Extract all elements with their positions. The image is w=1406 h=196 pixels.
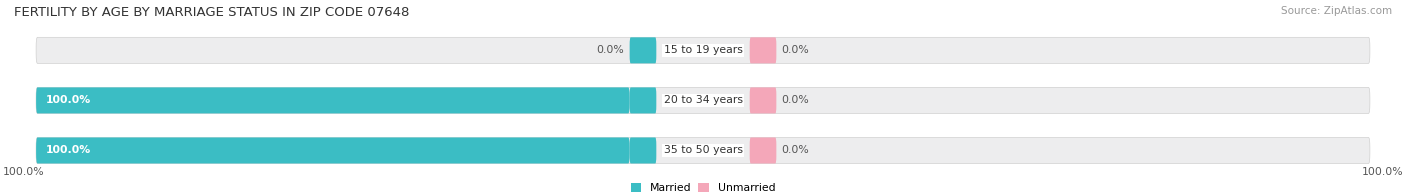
Text: 0.0%: 0.0% xyxy=(596,45,624,55)
Text: 20 to 34 years: 20 to 34 years xyxy=(664,95,742,105)
FancyBboxPatch shape xyxy=(749,87,776,113)
Text: 0.0%: 0.0% xyxy=(782,95,810,105)
Legend: Married, Unmarried: Married, Unmarried xyxy=(627,180,779,196)
FancyBboxPatch shape xyxy=(37,87,1369,113)
FancyBboxPatch shape xyxy=(37,137,630,163)
Text: 100.0%: 100.0% xyxy=(1361,167,1403,177)
Text: 15 to 19 years: 15 to 19 years xyxy=(664,45,742,55)
FancyBboxPatch shape xyxy=(37,137,1369,163)
Text: 0.0%: 0.0% xyxy=(782,45,810,55)
Text: 100.0%: 100.0% xyxy=(3,167,45,177)
Text: 100.0%: 100.0% xyxy=(46,95,91,105)
Text: FERTILITY BY AGE BY MARRIAGE STATUS IN ZIP CODE 07648: FERTILITY BY AGE BY MARRIAGE STATUS IN Z… xyxy=(14,6,409,19)
FancyBboxPatch shape xyxy=(37,37,1369,63)
Text: 35 to 50 years: 35 to 50 years xyxy=(664,145,742,155)
FancyBboxPatch shape xyxy=(749,37,776,63)
FancyBboxPatch shape xyxy=(37,87,630,113)
FancyBboxPatch shape xyxy=(630,87,657,113)
FancyBboxPatch shape xyxy=(630,137,657,163)
Text: Source: ZipAtlas.com: Source: ZipAtlas.com xyxy=(1281,6,1392,16)
FancyBboxPatch shape xyxy=(749,137,776,163)
Text: 0.0%: 0.0% xyxy=(782,145,810,155)
FancyBboxPatch shape xyxy=(630,37,657,63)
Text: 100.0%: 100.0% xyxy=(46,145,91,155)
